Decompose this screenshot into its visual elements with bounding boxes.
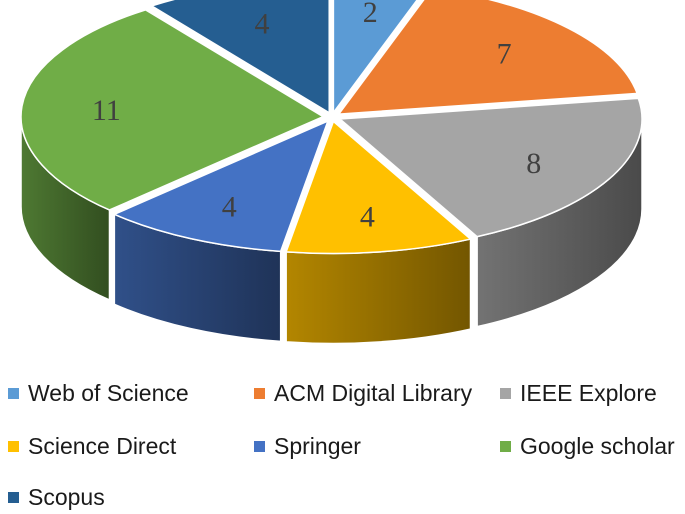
legend-swatch-web-of-science xyxy=(8,387,19,399)
slice-web-of-science xyxy=(332,0,419,115)
slice-science-direct xyxy=(285,120,473,255)
legend-item-springer: Springer xyxy=(254,431,361,461)
legend-label-science-direct: Science Direct xyxy=(28,432,177,459)
legend-item-science-direct: Science Direct xyxy=(8,431,176,461)
data-label-science-direct: 4 xyxy=(360,200,375,233)
legend-swatch-google-scholar xyxy=(500,440,511,452)
legend-item-ieee-explore: IEEE Explore xyxy=(500,378,657,408)
slice-acm-digital-library xyxy=(337,0,639,115)
legend-label-web-of-science: Web of Science xyxy=(28,379,189,406)
legend-item-scopus: Scopus xyxy=(8,482,105,512)
legend-item-acm-digital-library: ACM Digital Library xyxy=(254,378,472,408)
legend-item-web-of-science: Web of Science xyxy=(8,378,189,408)
legend-swatch-acm-digital-library xyxy=(254,387,265,399)
data-label-springer: 4 xyxy=(222,191,237,224)
slice-side-science-direct xyxy=(285,238,472,345)
legend-item-google-scholar: Google scholar xyxy=(500,431,675,461)
data-label-ieee-explore: 8 xyxy=(526,147,541,180)
legend-label-acm-digital-library: ACM Digital Library xyxy=(274,379,473,406)
slice-springer xyxy=(112,119,330,253)
data-label-acm-digital-library: 7 xyxy=(497,37,512,70)
legend-swatch-science-direct xyxy=(8,440,19,452)
legend-label-scopus: Scopus xyxy=(28,483,105,510)
legend: Web of Science ACM Digital Library IEEE … xyxy=(0,372,685,514)
legend-label-ieee-explore: IEEE Explore xyxy=(520,379,657,406)
slice-google-scholar xyxy=(20,9,325,211)
legend-label-springer: Springer xyxy=(274,432,361,459)
data-label-web-of-science: 2 xyxy=(363,0,378,29)
legend-swatch-ieee-explore xyxy=(500,387,511,399)
data-label-scopus: 4 xyxy=(255,7,270,40)
slice-scopus xyxy=(149,0,330,115)
legend-swatch-scopus xyxy=(8,491,19,503)
legend-label-google-scholar: Google scholar xyxy=(520,432,675,459)
legend-swatch-springer xyxy=(254,440,265,452)
data-label-google-scholar: 11 xyxy=(92,94,121,127)
slice-ieee-explore xyxy=(338,97,643,238)
pie-chart: 2 7 8 4 4 11 4 xyxy=(20,0,643,345)
